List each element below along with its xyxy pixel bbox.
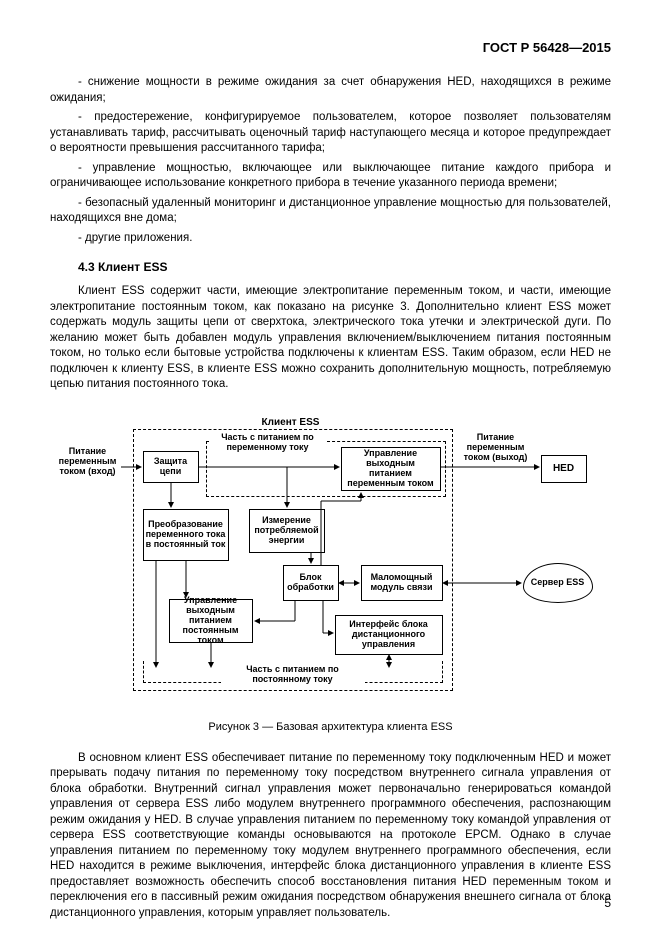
server-cloud: Сервер ESS: [523, 563, 593, 603]
hed-box: HED: [541, 455, 587, 483]
paragraph: Клиент ESS содержит части, имеющие элект…: [50, 284, 611, 393]
bullet-item: - другие приложения.: [50, 231, 611, 247]
dc-section-label: Часть с питанием по постоянному току: [221, 665, 365, 685]
document-header: ГОСТ Р 56428—2015: [50, 40, 611, 55]
remote-box: Интерфейс блока дистанционного управлени…: [335, 615, 443, 655]
output-dc-box: Управление выходным питанием постоянным …: [169, 599, 253, 643]
architecture-diagram: Клиент ESS Часть с питанием по переменно…: [61, 411, 601, 701]
bullet-item: - управление мощностью, включающее или в…: [50, 161, 611, 192]
protection-box: Защита цепи: [143, 451, 199, 483]
measure-box: Измерение потребляемой энергии: [249, 509, 325, 553]
output-ac-box: Управление выходным питанием переменным …: [341, 447, 441, 491]
ac-output-label: Питание переменным током (выход): [461, 433, 531, 463]
bullet-item: - снижение мощности в режиме ожидания за…: [50, 75, 611, 106]
section-title: 4.3 Клиент ESS: [50, 260, 611, 274]
bullet-item: - безопасный удаленный мониторинг и дист…: [50, 196, 611, 227]
processing-box: Блок обработки: [283, 565, 339, 601]
ess-client-title: Клиент ESS: [231, 417, 351, 428]
ac-section-label: Часть с питанием по переменному току: [211, 433, 325, 453]
ac-input-label: Питание переменным током (вход): [55, 447, 121, 477]
figure-container: Клиент ESS Часть с питанием по переменно…: [50, 411, 611, 701]
comm-box: Маломощный модуль связи: [361, 565, 443, 601]
paragraph: В основном клиент ESS обеспечивает питан…: [50, 751, 611, 922]
figure-caption: Рисунок 3 — Базовая архитектура клиента …: [50, 721, 611, 733]
document-page: ГОСТ Р 56428—2015 - снижение мощности в …: [0, 0, 661, 935]
bullet-item: - предостережение, конфигурируемое польз…: [50, 110, 611, 157]
page-number: 5: [604, 896, 611, 910]
convert-box: Преобразование переменного тока в постоя…: [143, 509, 229, 561]
